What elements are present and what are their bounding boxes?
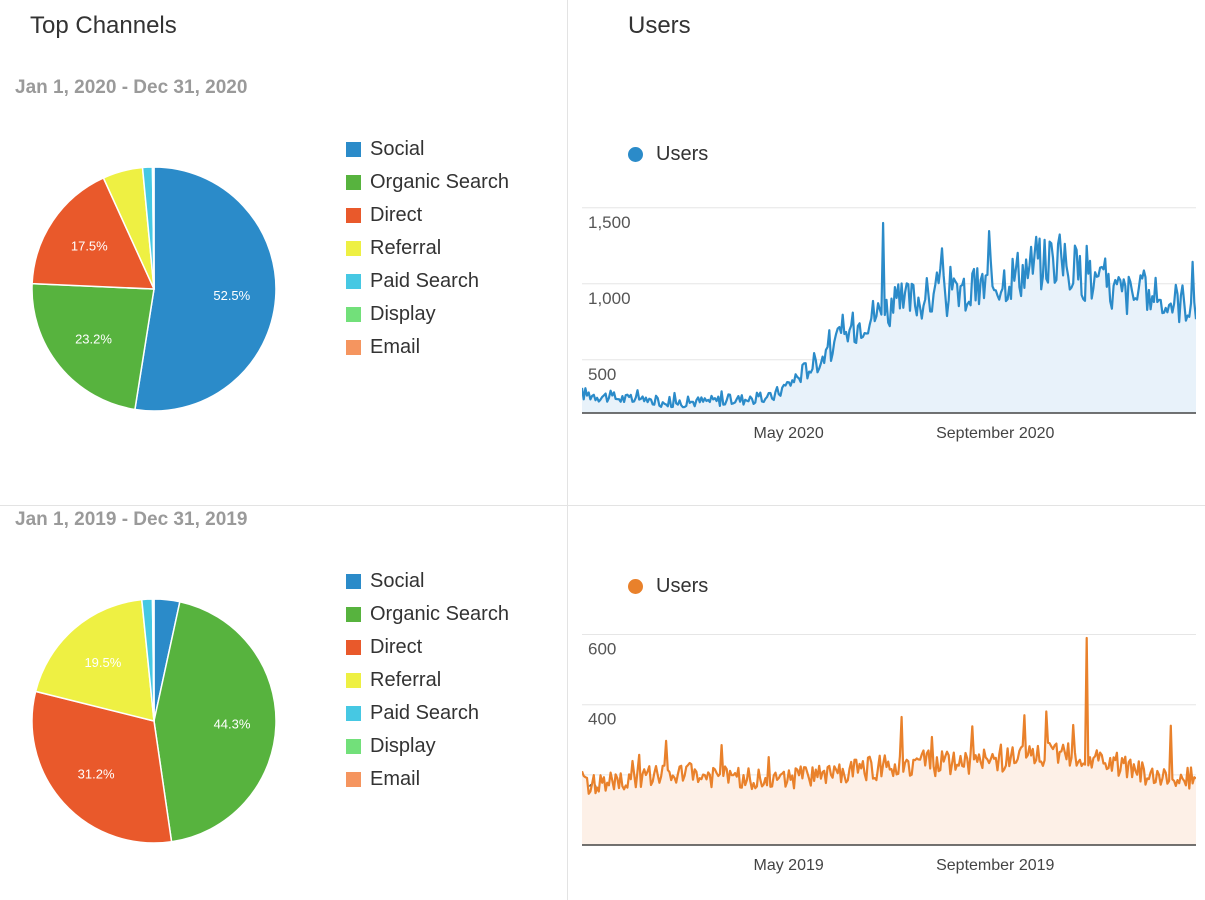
- pie-slice-organic-search[interactable]: [153, 600, 277, 843]
- users-legend-dot: [628, 147, 643, 162]
- legend-swatch-referral: [346, 673, 361, 688]
- legend-label-organic-search: Organic Search: [370, 603, 509, 625]
- legend-label-email: Email: [370, 336, 421, 358]
- channel-legend-2020: Social Organic Search Direct Referral Pa…: [346, 133, 509, 364]
- legend-label-paid-search: Paid Search: [370, 270, 479, 292]
- legend-item-paid-search[interactable]: Paid Search: [346, 265, 509, 298]
- date-range-2019: Jan 1, 2019 - Dec 31, 2019: [15, 509, 248, 530]
- legend-label-paid-search: Paid Search: [370, 702, 479, 724]
- legend-swatch-paid-search: [346, 706, 361, 721]
- y-tick-label: 600: [588, 640, 616, 659]
- legend-label-organic-search: Organic Search: [370, 171, 509, 193]
- x-tick-label: September 2020: [936, 425, 1054, 442]
- pie-label-social: 52.5%: [213, 288, 250, 303]
- pie-label-organic-search: 44.3%: [214, 717, 251, 732]
- users-legend-label: Users: [656, 575, 709, 597]
- legend-swatch-social: [346, 574, 361, 589]
- channel-legend-2019: Social Organic Search Direct Referral Pa…: [346, 565, 509, 796]
- legend-label-referral: Referral: [370, 237, 442, 259]
- users-title: Users: [628, 12, 691, 39]
- y-tick-label: 1,000: [588, 289, 631, 308]
- pie-chart-2019: 44.3% 31.2% 19.5%: [31, 598, 277, 844]
- users-series-line[interactable]: [582, 636, 1196, 795]
- legend-item-email[interactable]: Email: [346, 331, 509, 364]
- legend-label-social: Social: [370, 570, 425, 592]
- legend-label-display: Display: [370, 735, 436, 757]
- legend-item-social[interactable]: Social: [346, 133, 509, 166]
- pie-label-direct: 17.5%: [71, 238, 108, 253]
- legend-item-direct[interactable]: Direct: [346, 631, 509, 664]
- line-chart-layer-2020: 500 1,000 1,500 May 2020 September 2020: [582, 207, 1196, 442]
- pie-label-organic-search: 23.2%: [75, 331, 112, 346]
- y-tick-label: 400: [588, 710, 616, 729]
- legend-item-organic-search[interactable]: Organic Search: [346, 166, 509, 199]
- legend-item-social[interactable]: Social: [346, 565, 509, 598]
- users-legend-dot: [628, 579, 643, 594]
- legend-swatch-email: [346, 340, 361, 355]
- legend-item-display[interactable]: Display: [346, 298, 509, 331]
- legend-item-display[interactable]: Display: [346, 730, 509, 763]
- legend-label-social: Social: [370, 138, 425, 160]
- legend-swatch-display: [346, 307, 361, 322]
- pie-slices-2019: 44.3% 31.2% 19.5%: [31, 598, 277, 844]
- users-series-line[interactable]: [582, 221, 1196, 409]
- pie-label-referral: 19.5%: [84, 655, 121, 670]
- top-channels-title: Top Channels: [30, 12, 177, 39]
- users-legend-2020[interactable]: Users: [628, 143, 708, 166]
- legend-label-direct: Direct: [370, 636, 423, 658]
- pie-slice-direct[interactable]: [31, 176, 156, 290]
- y-tick-label: 500: [588, 365, 616, 384]
- users-area-fill: [582, 223, 1196, 413]
- users-area-fill: [582, 638, 1196, 845]
- horizontal-divider: [0, 505, 1205, 506]
- legend-swatch-organic-search: [346, 175, 361, 190]
- legend-item-email[interactable]: Email: [346, 763, 509, 796]
- pie-slices-2020: 52.5% 23.2% 17.5%: [31, 166, 277, 412]
- x-tick-label: September 2019: [936, 857, 1054, 874]
- users-line-chart-2020: 500 1,000 1,500 May 2020 September 2020: [582, 207, 1196, 442]
- legend-label-referral: Referral: [370, 669, 442, 691]
- legend-swatch-referral: [346, 241, 361, 256]
- users-legend-label: Users: [656, 143, 709, 165]
- pie-slice-direct[interactable]: [31, 690, 173, 844]
- legend-swatch-direct: [346, 208, 361, 223]
- pie-slice-organic-search[interactable]: [31, 282, 155, 411]
- legend-swatch-email: [346, 772, 361, 787]
- y-tick-label: 1,500: [588, 213, 631, 232]
- legend-item-direct[interactable]: Direct: [346, 199, 509, 232]
- vertical-divider: [567, 0, 568, 900]
- legend-label-display: Display: [370, 303, 436, 325]
- legend-swatch-social: [346, 142, 361, 157]
- x-tick-label: May 2019: [754, 857, 824, 874]
- legend-item-referral[interactable]: Referral: [346, 232, 509, 265]
- pie-slice-referral[interactable]: [34, 598, 155, 722]
- legend-swatch-direct: [346, 640, 361, 655]
- users-legend-2019[interactable]: Users: [628, 575, 708, 598]
- legend-swatch-display: [346, 739, 361, 754]
- legend-swatch-paid-search: [346, 274, 361, 289]
- pie-chart-2020: 52.5% 23.2% 17.5%: [31, 166, 277, 412]
- legend-item-referral[interactable]: Referral: [346, 664, 509, 697]
- pie-slice-email[interactable]: [152, 598, 155, 722]
- pie-slice-social[interactable]: [134, 166, 277, 412]
- pie-slice-email[interactable]: [152, 166, 155, 290]
- legend-label-direct: Direct: [370, 204, 423, 226]
- legend-label-email: Email: [370, 768, 421, 790]
- legend-item-organic-search[interactable]: Organic Search: [346, 598, 509, 631]
- legend-swatch-organic-search: [346, 607, 361, 622]
- legend-item-paid-search[interactable]: Paid Search: [346, 697, 509, 730]
- x-tick-label: May 2020: [754, 425, 824, 442]
- pie-label-direct: 31.2%: [78, 766, 115, 781]
- date-range-2020: Jan 1, 2020 - Dec 31, 2020: [15, 77, 248, 98]
